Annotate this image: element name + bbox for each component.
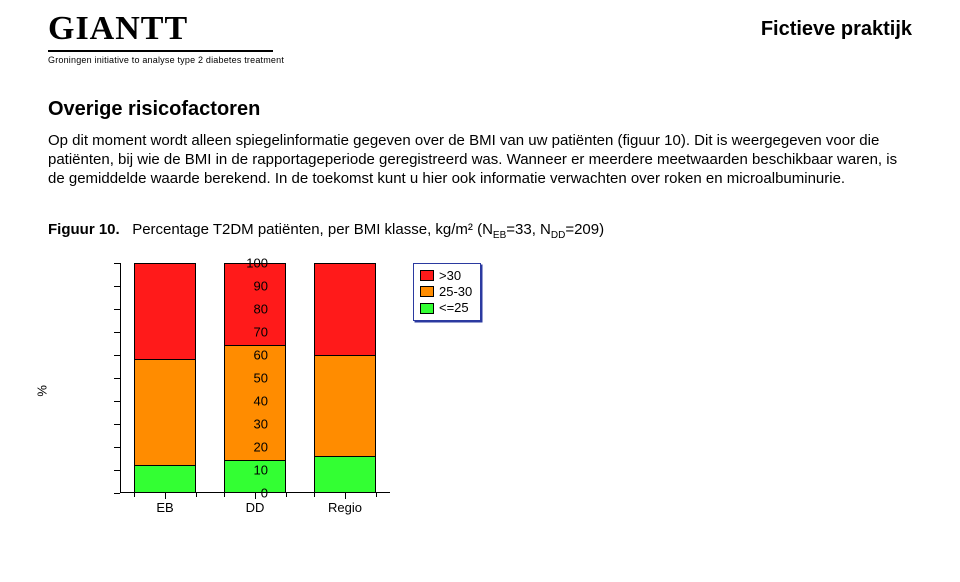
x-tick-label: Regio — [328, 500, 362, 515]
y-tick-label: 50 — [234, 370, 268, 385]
y-tick-label: 10 — [234, 462, 268, 477]
chart-legend: >3025-30<=25 — [413, 263, 481, 322]
logo-main-text: GIANTT — [48, 10, 284, 48]
y-tick-label: 70 — [234, 324, 268, 339]
y-tick — [114, 355, 120, 356]
legend-swatch — [420, 270, 434, 281]
x-minor-tick — [134, 493, 135, 497]
y-tick — [114, 424, 120, 425]
legend-item: 25-30 — [420, 284, 472, 300]
logo-rule — [48, 50, 273, 52]
x-minor-tick — [286, 493, 287, 497]
y-tick-label: 60 — [234, 347, 268, 362]
bar-segment — [135, 263, 195, 360]
x-tick-label: DD — [246, 500, 265, 515]
y-tick-label: 100 — [234, 255, 268, 270]
y-tick-label: 30 — [234, 416, 268, 431]
y-tick — [114, 378, 120, 379]
y-tick-label: 90 — [234, 278, 268, 293]
y-tick-label: 80 — [234, 301, 268, 316]
bar-segment — [135, 465, 195, 493]
figure-caption-text: Percentage T2DM patiënten, per BMI klass… — [124, 221, 604, 238]
y-tick — [114, 470, 120, 471]
logo-block: GIANTT Groningen initiative to analyse t… — [48, 10, 284, 65]
y-tick — [114, 286, 120, 287]
x-minor-tick — [196, 493, 197, 497]
y-tick — [114, 447, 120, 448]
figure-label: Figuur 10. — [48, 221, 120, 238]
bar-segment — [135, 359, 195, 465]
header-right-label: Fictieve praktijk — [761, 18, 912, 41]
legend-label: <=25 — [439, 300, 469, 316]
legend-swatch — [420, 286, 434, 297]
y-tick-label: 0 — [234, 485, 268, 500]
bar-EB — [134, 263, 196, 493]
header: GIANTT Groningen initiative to analyse t… — [48, 10, 912, 80]
x-minor-tick — [376, 493, 377, 497]
x-tick — [165, 493, 166, 499]
y-tick-label: 40 — [234, 393, 268, 408]
y-tick — [114, 309, 120, 310]
bar-Regio — [314, 263, 376, 493]
legend-label: 25-30 — [439, 284, 472, 300]
legend-label: >30 — [439, 268, 461, 284]
bmi-chart: % EBDDRegio >3025-30<=25 010203040506070… — [48, 255, 548, 515]
y-axis-label: % — [35, 385, 50, 397]
y-tick — [114, 493, 120, 494]
y-tick — [114, 332, 120, 333]
x-minor-tick — [314, 493, 315, 497]
bar-segment — [315, 263, 375, 355]
figure-caption: Figuur 10. Percentage T2DM patiënten, pe… — [48, 221, 912, 241]
legend-item: >30 — [420, 268, 472, 284]
y-tick — [114, 263, 120, 264]
legend-item: <=25 — [420, 300, 472, 316]
x-tick-label: EB — [156, 500, 173, 515]
bar-segment — [315, 355, 375, 456]
section-paragraph: Op dit moment wordt alleen spiegelinform… — [48, 131, 912, 189]
y-tick — [114, 401, 120, 402]
x-tick — [345, 493, 346, 499]
legend-swatch — [420, 303, 434, 314]
logo-subtitle: Groningen initiative to analyse type 2 d… — [48, 55, 284, 65]
y-axis-line — [120, 263, 121, 493]
bar-segment — [315, 456, 375, 493]
y-tick-label: 20 — [234, 439, 268, 454]
x-minor-tick — [224, 493, 225, 497]
section-title: Overige risicofactoren — [48, 98, 912, 121]
page: GIANTT Groningen initiative to analyse t… — [0, 0, 960, 582]
